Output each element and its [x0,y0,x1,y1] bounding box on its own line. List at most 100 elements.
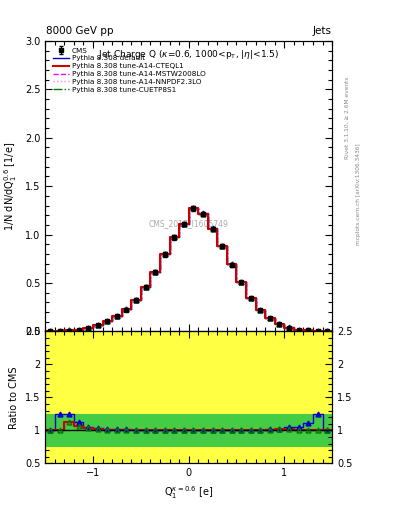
Pythia 8.308 tune-CUETP8S1 [292,327,296,333]
Text: Rivet 3.1.10, ≥ 2.6M events: Rivet 3.1.10, ≥ 2.6M events [345,77,350,159]
Bar [45,424,55,437]
Pythia 8.308 tune-A14-MSTW2008LO [196,210,200,217]
Pythia 8.308 tune-CUETP8S1 [91,322,95,328]
Pythia 8.308 tune-A14-NNPDF2.3LO [320,328,325,334]
Bar [303,331,313,463]
Bar [141,414,151,447]
Pythia 8.308 tune-A14-MSTW2008LO [43,328,48,334]
Pythia 8.308 tune-CUETP8S1 [81,325,86,331]
Pythia 8.308 tune-A14-MSTW2008LO [177,221,182,227]
Text: Jets: Jets [312,26,331,36]
Bar [55,331,64,463]
Bar [160,424,169,437]
Pythia 8.308 tune-A14-NNPDF2.3LO [110,313,114,319]
Pythia 8.308 default [72,327,76,333]
Pythia 8.308 tune-A14-NNPDF2.3LO [206,226,210,232]
Bar [64,424,74,437]
Pythia 8.308 tune-CUETP8S1 [244,295,248,301]
Pythia 8.308 tune-CUETP8S1 [272,321,277,327]
Bar [255,414,265,447]
Pythia 8.308 tune-A14-NNPDF2.3LO [158,251,162,258]
Bar [112,414,122,447]
Text: 8000 GeV pp: 8000 GeV pp [46,26,114,36]
Pythia 8.308 default [119,306,124,312]
Bar [246,414,255,447]
Bar [45,414,55,447]
X-axis label: Q$_1^{\kappa=0.6}$ [e]: Q$_1^{\kappa=0.6}$ [e] [164,484,213,501]
Pythia 8.308 tune-A14-NNPDF2.3LO [263,315,268,321]
Pythia 8.308 tune-A14-NNPDF2.3LO [167,234,172,241]
Pythia 8.308 tune-A14-MSTW2008LO [206,226,210,232]
Bar [160,414,169,447]
Bar [255,331,265,463]
Bar [93,331,103,463]
Pythia 8.308 tune-A14-MSTW2008LO [253,307,258,313]
Pythia 8.308 tune-A14-MSTW2008LO [138,284,143,290]
Bar [55,424,64,437]
Pythia 8.308 tune-A14-CTEQL1 [62,327,67,333]
Bar [55,414,64,447]
Bar [131,424,141,437]
Pythia 8.308 tune-CUETP8S1 [43,328,48,334]
Bar [265,331,275,463]
Pythia 8.308 tune-A14-CTEQL1 [43,328,48,334]
Bar [103,424,112,437]
Bar [246,331,255,463]
Pythia 8.308 default [196,210,200,217]
Pythia 8.308 tune-CUETP8S1 [301,327,306,333]
Bar [169,414,179,447]
Bar [83,414,93,447]
Bar [93,414,103,447]
Bar [151,414,160,447]
Pythia 8.308 tune-A14-CTEQL1 [148,269,153,275]
Bar [265,424,275,437]
Y-axis label: 1/N dN/dQ$_1^{0.6}$ [1/e]: 1/N dN/dQ$_1^{0.6}$ [1/e] [2,141,19,231]
Bar [208,414,217,447]
Pythia 8.308 tune-A14-CTEQL1 [234,280,239,286]
Bar [151,424,160,437]
Bar [45,414,55,447]
Bar [275,331,284,463]
Pythia 8.308 tune-A14-MSTW2008LO [110,313,114,319]
Bar [294,414,303,447]
Bar [160,414,169,447]
Pythia 8.308 default [177,221,182,227]
Pythia 8.308 default [253,307,258,313]
Bar [208,331,217,463]
Bar [227,414,237,447]
Pythia 8.308 tune-A14-NNPDF2.3LO [81,325,86,331]
Pythia 8.308 tune-CUETP8S1 [186,205,191,211]
Bar [237,331,246,463]
Pythia 8.308 default [215,243,220,249]
Pythia 8.308 tune-A14-NNPDF2.3LO [301,327,306,333]
Pythia 8.308 tune-CUETP8S1 [52,328,57,334]
Bar [141,424,151,437]
Bar [103,414,112,447]
Pythia 8.308 tune-A14-MSTW2008LO [272,321,277,327]
Bar [294,414,303,447]
Pythia 8.308 default [320,328,325,334]
Bar [64,331,74,463]
Bar [275,414,284,447]
Pythia 8.308 default [263,314,268,321]
Bar [83,414,93,447]
Bar [227,424,237,437]
Pythia 8.308 tune-A14-CTEQL1 [81,325,86,331]
Bar [112,414,122,447]
Pythia 8.308 tune-A14-MSTW2008LO [129,297,134,303]
Bar [103,414,112,447]
Pythia 8.308 tune-A14-NNPDF2.3LO [72,327,76,333]
Bar [323,414,332,447]
Line: Pythia 8.308 tune-A14-CTEQL1: Pythia 8.308 tune-A14-CTEQL1 [45,208,332,331]
Bar [255,414,265,447]
Bar [323,331,332,463]
Pythia 8.308 default [330,328,334,334]
Pythia 8.308 tune-CUETP8S1 [119,306,124,312]
Bar [131,331,141,463]
Line: Pythia 8.308 tune-A14-NNPDF2.3LO: Pythia 8.308 tune-A14-NNPDF2.3LO [45,208,332,331]
Y-axis label: Ratio to CMS: Ratio to CMS [9,366,19,429]
Pythia 8.308 tune-CUETP8S1 [224,262,229,268]
Pythia 8.308 tune-A14-MSTW2008LO [282,325,286,331]
Pythia 8.308 tune-A14-NNPDF2.3LO [186,205,191,211]
Pythia 8.308 default [206,225,210,231]
